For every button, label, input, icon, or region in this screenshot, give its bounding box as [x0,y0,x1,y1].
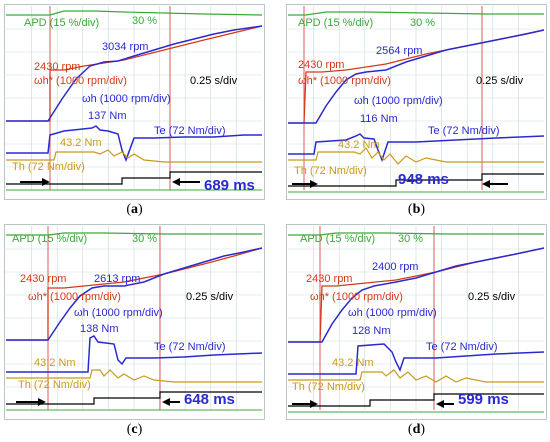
apd-label: APD (15 %/div) [24,17,99,29]
torque-label: Te (72 Nm/div) [428,125,500,137]
load-trace [6,149,262,163]
grid [288,6,544,190]
speed-ref-value-label: 2430 rpm [298,59,344,71]
speed-label: ωh (1000 rpm/div) [348,307,437,319]
duration-arrow-right [172,178,200,186]
panel-a: APD (15 %/div) 30 % 3034 rpm 2430 rpm ωh… [4,4,265,200]
panel-b: APD (15 %/div) 30 % 2564 rpm 2430 rpm ωh… [286,4,547,200]
duration-label: 689 ms [204,177,255,194]
apd-value-label: 30 % [410,17,435,29]
flag-trace [6,391,262,405]
duration-arrow-left [292,400,318,408]
torque-trace [6,125,262,163]
panel-d: APD (15 %/div) 30 % 2400 rpm 2430 rpm ωh… [286,224,547,420]
oscilloscope-c: APD (15 %/div) 30 % 2430 rpm 2613 rpm ωh… [4,224,265,420]
duration-label: 599 ms [458,391,509,408]
torque-peak-label: 128 Nm [352,325,391,337]
speed-trace [288,29,545,124]
caption-c: (c) [126,422,143,437]
apd-trace [288,232,544,236]
speed-ref-trace [6,25,263,122]
duration-arrow-right [436,400,454,408]
time-div-label: 0.25 s/div [468,291,516,303]
load-label: Th (72 Nm/div) [292,381,365,393]
oscilloscope-d: APD (15 %/div) 30 % 2400 rpm 2430 rpm ωh… [286,224,547,420]
load-label: Th (72 Nm/div) [12,161,85,173]
load-value-label: 43.2 Nm [60,137,102,149]
duration-arrow-left [292,180,318,188]
load-value-label: 43.2 Nm [34,357,76,369]
torque-trace [288,133,545,163]
torque-peak-label: 137 Nm [88,110,127,122]
duration-arrow-left [20,178,50,186]
apd-label: APD (15 %/div) [300,233,375,245]
load-trace [6,369,262,383]
speed-ref-value-label: 2430 rpm [34,61,80,73]
speed-ref-label: ωh* (1000 rpm/div) [34,75,127,87]
caption-d: (d) [407,422,426,437]
duration-label: 948 ms [398,171,449,188]
torque-trace [6,335,263,373]
apd-trace [288,11,544,16]
oscilloscope-a: APD (15 %/div) 30 % 3034 rpm 2430 rpm ωh… [4,4,265,200]
speed-peak-label: 2613 rpm [94,273,140,285]
load-value-label: 43.2 Nm [338,139,380,151]
apd-trace [6,10,263,16]
duration-arrow-right [482,180,508,188]
torque-peak-label: 116 Nm [360,113,398,125]
duration-label: 648 ms [184,391,235,408]
speed-trace [6,247,263,341]
caption-a: (a) [126,202,143,217]
speed-ref-value-label: 2430 rpm [306,273,352,285]
speed-peak-label: 3034 rpm [102,41,148,53]
time-div-label: 0.25 s/div [190,75,238,87]
oscilloscope-b: APD (15 %/div) 30 % 2564 rpm 2430 rpm ωh… [286,4,547,200]
speed-label: ωh (1000 rpm/div) [354,95,443,107]
load-value-label: 43.2 Nm [332,357,374,369]
load-trace [288,147,544,165]
speed-label: ωh (1000 rpm/div) [74,307,163,319]
load-label: Th (72 Nm/div) [294,165,367,177]
speed-peak-label: 2564 rpm [376,45,422,57]
grid [288,226,544,410]
duration-arrow-right [162,398,180,406]
speed-peak-label: 2400 rpm [372,261,418,273]
speed-ref-label: ωh* (1000 rpm/div) [310,291,403,303]
torque-trace [288,343,545,375]
apd-value-label: 30 % [398,233,423,245]
caption-b: (b) [407,202,426,217]
flag-trace [288,393,544,407]
torque-label: Te (72 Nm/div) [426,341,498,353]
time-div-label: 0.25 s/div [186,291,234,303]
speed-ref-trace [6,247,263,341]
speed-ref-value-label: 2430 rpm [20,273,66,285]
apd-value-label: 30 % [132,15,157,27]
apd-label: APD (15 %/div) [12,233,87,245]
speed-trace [288,247,545,343]
speed-ref-label: ωh* (1000 rpm/div) [28,291,121,303]
flag-trace [288,173,544,187]
panel-c: APD (15 %/div) 30 % 2430 rpm 2613 rpm ωh… [4,224,265,420]
apd-trace [6,232,262,236]
speed-trace [6,25,263,122]
speed-label: ωh (1000 rpm/div) [82,93,171,105]
torque-label: Te (72 Nm/div) [154,341,226,353]
duration-arrow-left [16,398,46,406]
torque-label: Te (72 Nm/div) [154,125,226,137]
torque-peak-label: 138 Nm [80,323,119,335]
apd-label: APD (15 %/div) [298,17,373,29]
load-label: Th (72 Nm/div) [18,379,91,391]
time-div-label: 0.25 s/div [476,75,524,87]
apd-value-label: 30 % [132,233,157,245]
load-trace [288,369,544,383]
flag-trace [6,171,262,185]
speed-ref-label: ωh* (1000 rpm/div) [298,75,391,87]
